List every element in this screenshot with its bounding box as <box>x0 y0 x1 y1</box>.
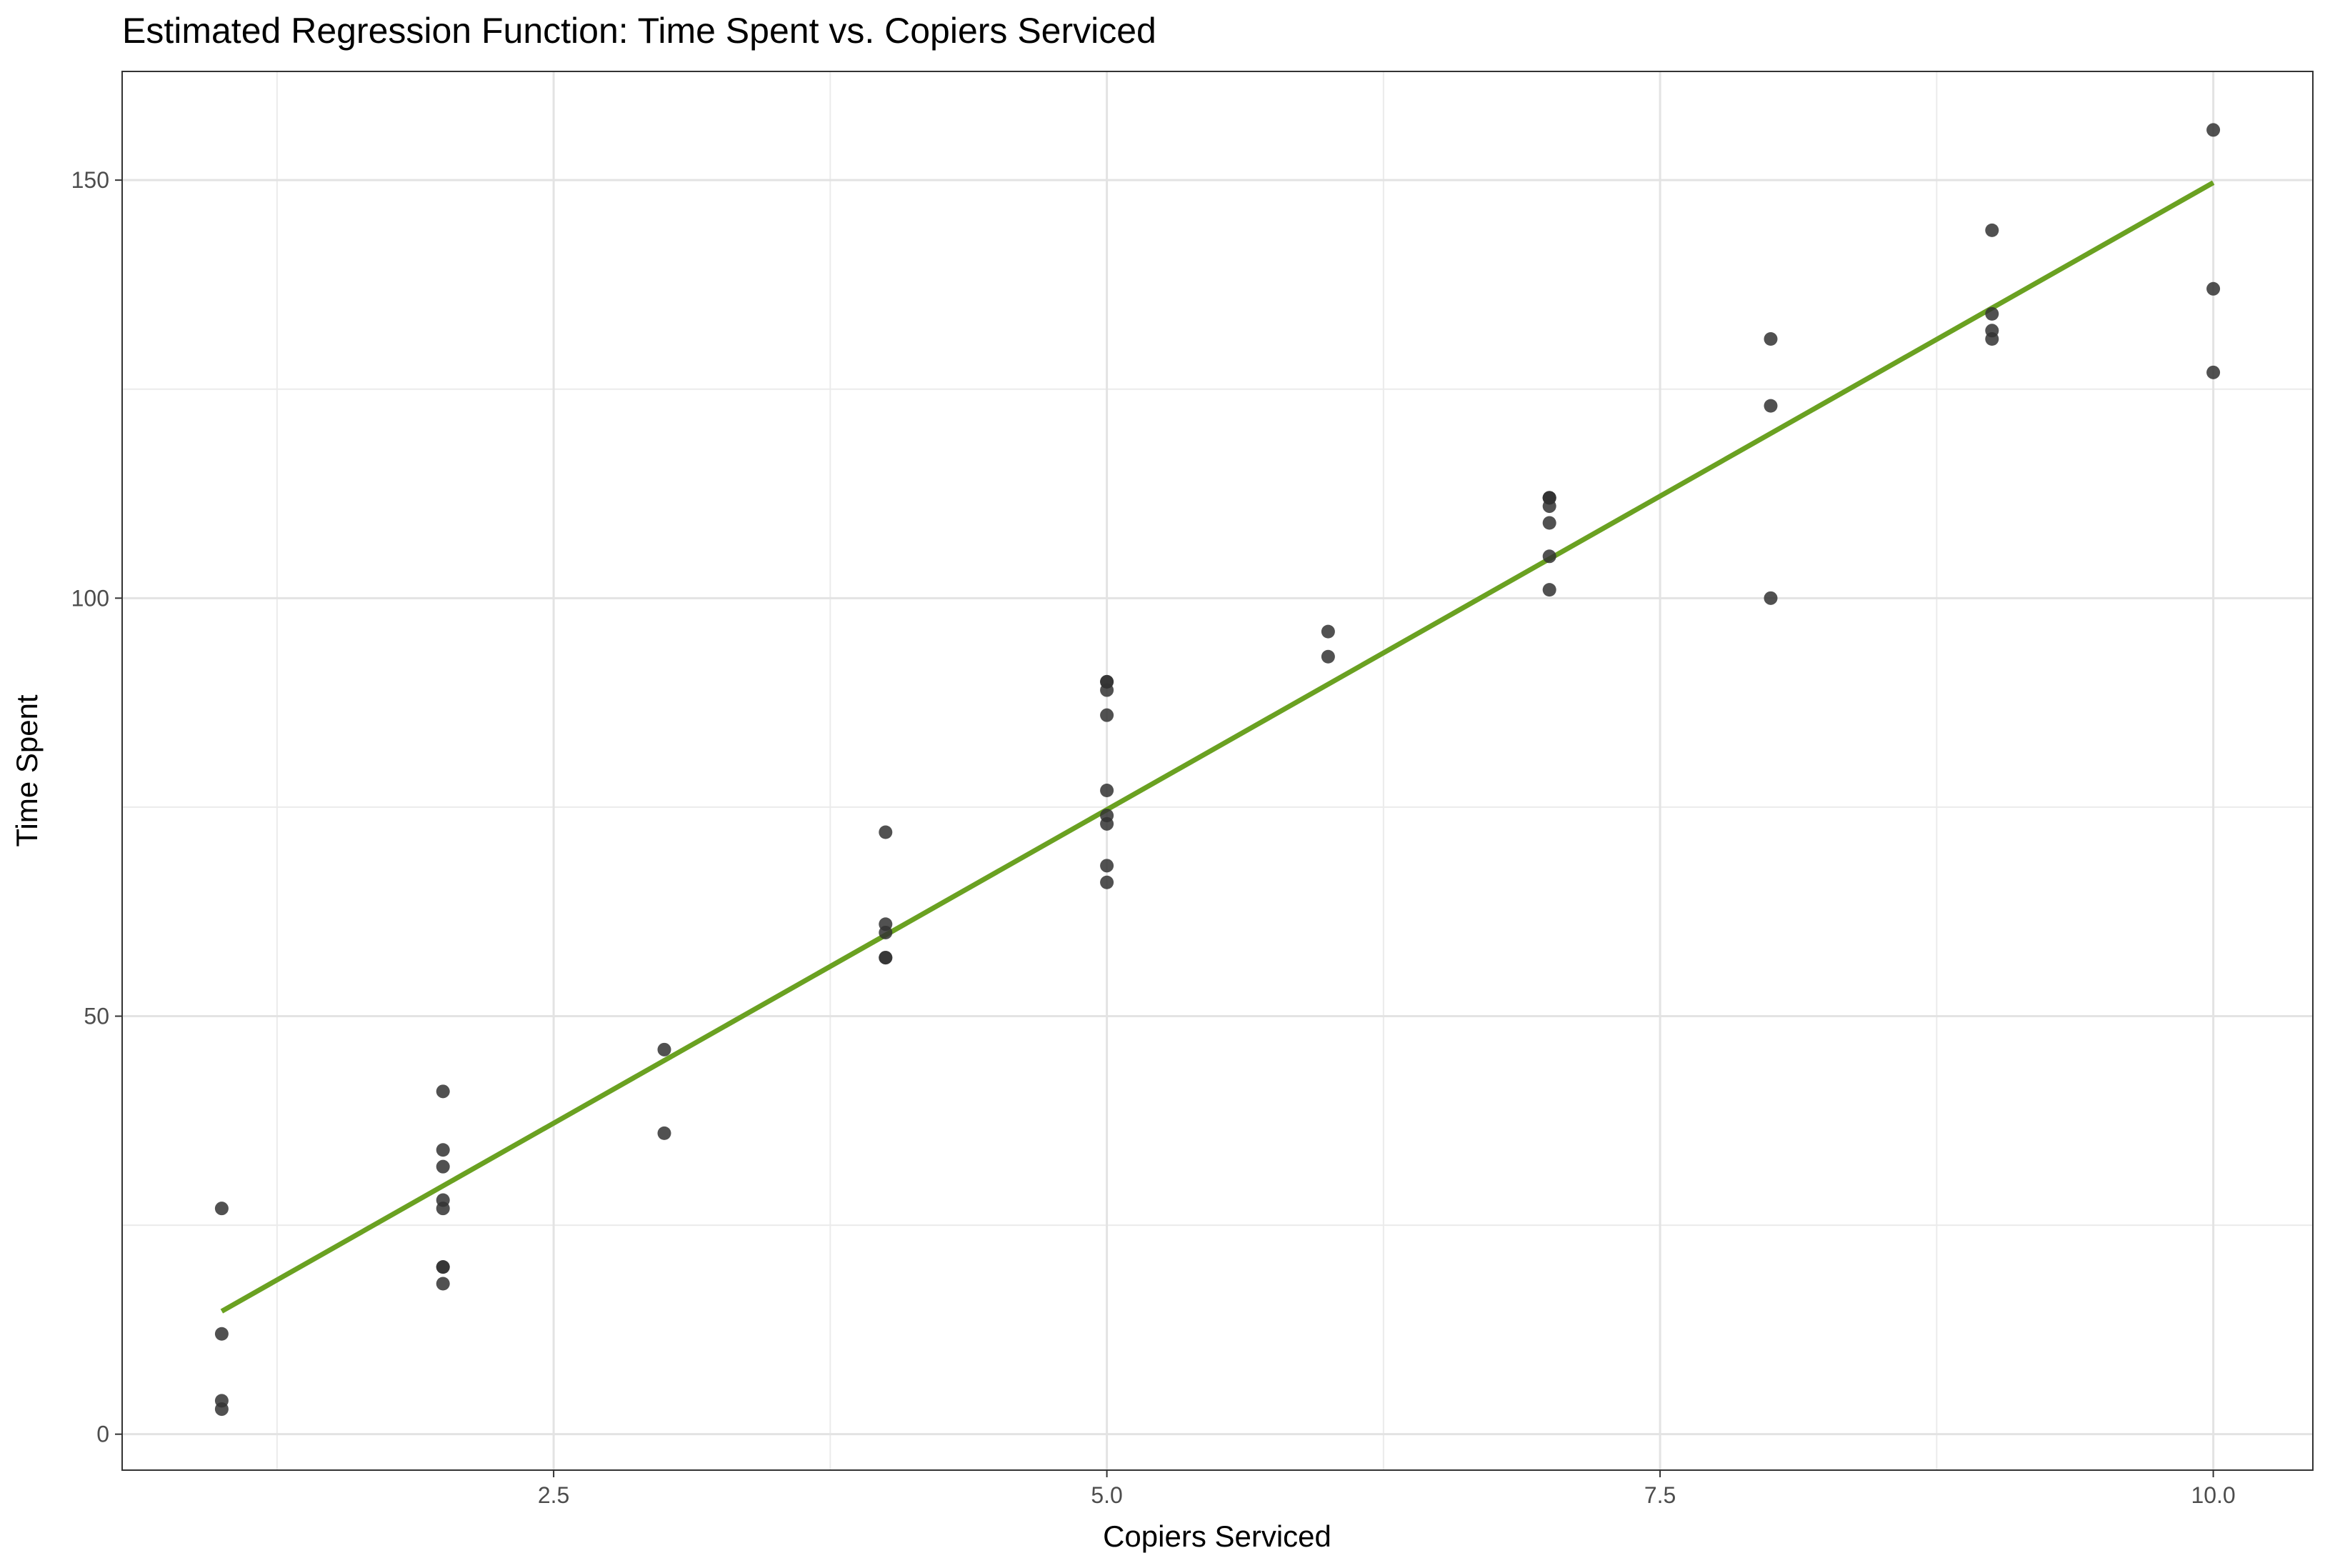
data-point <box>1985 306 1999 321</box>
y-tick-label: 50 <box>84 1003 109 1029</box>
data-point <box>1100 674 1114 689</box>
data-point <box>1100 859 1114 873</box>
plot-panel <box>122 71 2313 1470</box>
data-point <box>1542 583 1556 597</box>
data-point <box>657 1126 671 1140</box>
data-point <box>2206 123 2221 137</box>
data-point <box>436 1260 450 1274</box>
data-point <box>1100 708 1114 722</box>
y-tick-label: 100 <box>71 585 109 611</box>
x-tick-label: 5.0 <box>1091 1482 1122 1508</box>
data-point <box>214 1402 229 1417</box>
data-point <box>2206 365 2221 379</box>
y-tick-label: 150 <box>71 167 109 193</box>
data-point <box>1321 624 1335 639</box>
data-point <box>1542 549 1556 564</box>
data-point <box>436 1143 450 1157</box>
data-point <box>879 925 893 939</box>
data-point <box>436 1159 450 1174</box>
y-tick-label: 0 <box>96 1422 109 1447</box>
regression-line <box>220 180 2215 1314</box>
data-point <box>1100 875 1114 889</box>
data-point <box>1985 223 1999 237</box>
data-point <box>436 1202 450 1216</box>
scatter-points <box>214 123 2221 1417</box>
y-axis-title: Time Spent <box>10 694 44 847</box>
regression-line-layer <box>220 180 2215 1314</box>
data-point <box>2206 281 2221 296</box>
x-tick-label: 10.0 <box>2191 1482 2235 1508</box>
x-axis-ticks: 2.5 5.0 7.5 10.0 <box>538 1470 2236 1508</box>
plot-border <box>121 71 2314 1471</box>
data-point <box>1100 817 1114 831</box>
data-point <box>879 951 893 965</box>
y-axis-ticks: 0 50 100 150 <box>71 167 122 1447</box>
x-axis-title: Copiers Serviced <box>1103 1519 1331 1553</box>
data-point <box>1542 491 1556 505</box>
x-tick-label: 2.5 <box>538 1482 569 1508</box>
data-point <box>1321 649 1335 664</box>
x-tick-label: 7.5 <box>1644 1482 1676 1508</box>
data-point <box>214 1202 229 1216</box>
data-point <box>1764 399 1778 413</box>
chart-title: Estimated Regression Function: Time Spen… <box>122 11 1156 51</box>
data-point <box>436 1084 450 1099</box>
data-point <box>436 1277 450 1291</box>
data-point <box>214 1327 229 1341</box>
data-point <box>657 1042 671 1057</box>
minor-gridlines <box>122 71 2313 1470</box>
major-gridlines <box>122 71 2313 1470</box>
data-point <box>1100 784 1114 798</box>
data-point <box>1985 332 1999 346</box>
data-point <box>1764 332 1778 346</box>
data-point <box>879 825 893 839</box>
data-point <box>1542 516 1556 530</box>
data-point <box>1764 591 1778 605</box>
